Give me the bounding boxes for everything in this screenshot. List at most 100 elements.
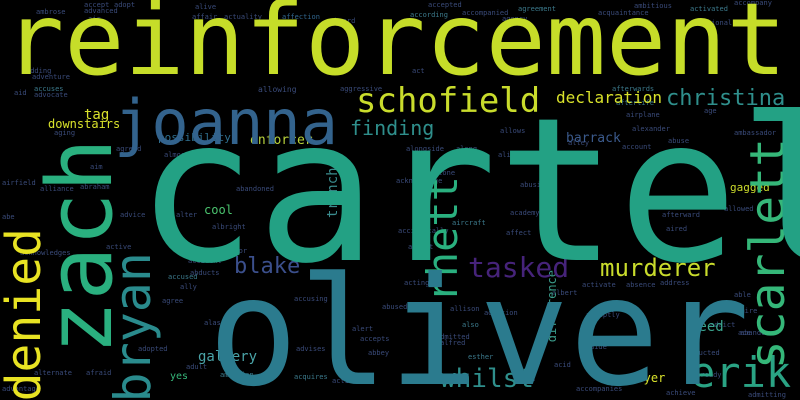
word-blake: blake: [234, 254, 301, 279]
word-abducted: abducted: [686, 349, 720, 357]
word-accompany: accompany: [734, 0, 772, 7]
word-activated: activated: [690, 5, 728, 13]
word-alpha: alpha: [514, 375, 536, 383]
word-abbey: abbey: [368, 349, 390, 357]
word-according: according: [410, 11, 448, 19]
word-albert: albert: [552, 289, 578, 297]
word-address: address: [660, 279, 690, 287]
word-adventure: adventure: [32, 73, 70, 81]
word-admitted: admitted: [436, 333, 470, 341]
word-alone: alone: [434, 169, 456, 177]
word-allows: allows: [500, 127, 526, 135]
word-gallery: gallery: [198, 349, 258, 365]
word-aim: aim: [90, 163, 103, 171]
word-abe: abe: [2, 213, 15, 221]
word-acquaintance: acquaintance: [598, 9, 649, 17]
word-account: account: [622, 143, 652, 151]
word-seed: seed: [690, 319, 724, 335]
word-albright: albright: [212, 223, 246, 231]
word-addition: addition: [484, 309, 518, 317]
word-declaration: declaration: [556, 88, 662, 107]
word-alliance: alliance: [40, 185, 74, 193]
word-advantage: advantage: [2, 385, 40, 393]
word-agreed: agreed: [116, 145, 142, 153]
word-alongside: alongside: [406, 145, 444, 153]
word-accuses: accuses: [34, 85, 64, 93]
word-abruptly: abruptly: [586, 311, 620, 319]
word-joanna: joanna: [114, 86, 338, 159]
word-activate: activate: [582, 281, 616, 289]
word-barrack: barrack: [566, 131, 621, 146]
word-admitting: admitting: [748, 391, 786, 399]
word-ambition: ambition: [220, 371, 254, 379]
word-enforcer: enforcer: [250, 133, 313, 148]
word-accusing: accusing: [294, 295, 328, 303]
word-additional: additional: [690, 19, 733, 27]
word-advice: advice: [120, 211, 146, 219]
word-murderer: murderer: [600, 254, 716, 282]
word-admire: admire: [732, 307, 758, 315]
word-finding: finding: [350, 116, 435, 140]
word-accompanies: accompanies: [576, 385, 623, 393]
word-absence: absence: [626, 281, 656, 289]
word-activist: activist: [332, 377, 366, 385]
word-acid: acid: [554, 361, 571, 369]
word-accepts: accepts: [360, 335, 390, 343]
word-schofield: schofield: [356, 81, 541, 121]
word-aide: aide: [590, 343, 607, 351]
word-ado: abrupt: [408, 243, 434, 251]
word-already: already: [692, 371, 722, 379]
word-zach: zach: [28, 138, 133, 355]
word-aid: aid: [14, 89, 27, 97]
word-abducts: abducts: [190, 269, 220, 277]
word-afterward: afterward: [662, 211, 700, 219]
word-abraham: abraham: [80, 183, 110, 191]
word-gagged: gagged: [730, 181, 770, 194]
word-aboard: aboard: [330, 17, 356, 25]
word-agreement: agreement: [518, 5, 556, 13]
word-airfield: airfield: [2, 179, 36, 187]
word-air: air: [88, 15, 101, 23]
word-sawyer: sawyer: [622, 371, 666, 385]
word-alfred: alfred: [440, 339, 466, 347]
word-reinforcement: reinforcement: [4, 0, 787, 98]
word-affection: affection: [282, 13, 320, 21]
word-abused: abused: [382, 303, 408, 311]
word-academy: academy: [510, 209, 540, 217]
word-adding: adding: [26, 67, 52, 75]
word-actor: actor: [226, 247, 248, 255]
word-ally: ally: [180, 283, 197, 291]
word-almost: almost: [164, 151, 190, 159]
word-act: act: [412, 67, 425, 75]
word-able: able: [734, 291, 751, 299]
word-achieve: achieve: [666, 389, 696, 397]
word-erik: erik: [690, 348, 792, 397]
word-allison: allison: [450, 305, 480, 313]
word-along: along: [456, 145, 478, 153]
word-afterlife: afterlife: [616, 99, 654, 107]
word-adult: adult: [186, 363, 208, 371]
word-addict: addict: [710, 321, 736, 329]
word-agree: agree: [162, 297, 184, 305]
word-afraid: afraid: [86, 369, 112, 377]
word-ambassador: ambassador: [734, 129, 777, 137]
word-acknowledge: acknowledge: [396, 177, 443, 185]
word-active: active: [106, 243, 132, 251]
word-acting: acting: [404, 279, 430, 287]
word-aggressive: aggressive: [340, 85, 383, 93]
word-abandon: abandon: [740, 329, 770, 337]
word-accidentally: accidentally: [398, 227, 449, 235]
word-ambrose: ambrose: [36, 8, 66, 16]
word-alike: alike: [498, 151, 520, 159]
word-affect: affect: [506, 229, 532, 237]
word-christina: christina: [666, 86, 786, 111]
word-possibility: possibility: [158, 131, 231, 144]
word-allowed: allowed: [724, 205, 754, 213]
word-airplane: airplane: [626, 111, 660, 119]
word-also: also: [462, 321, 479, 329]
word-cartel: cartel: [136, 75, 800, 308]
word-ambitious: ambitious: [634, 2, 672, 10]
word-joint: alert: [352, 325, 374, 333]
word-accident: accident: [188, 257, 222, 265]
word-whilst: whilst: [440, 364, 534, 394]
